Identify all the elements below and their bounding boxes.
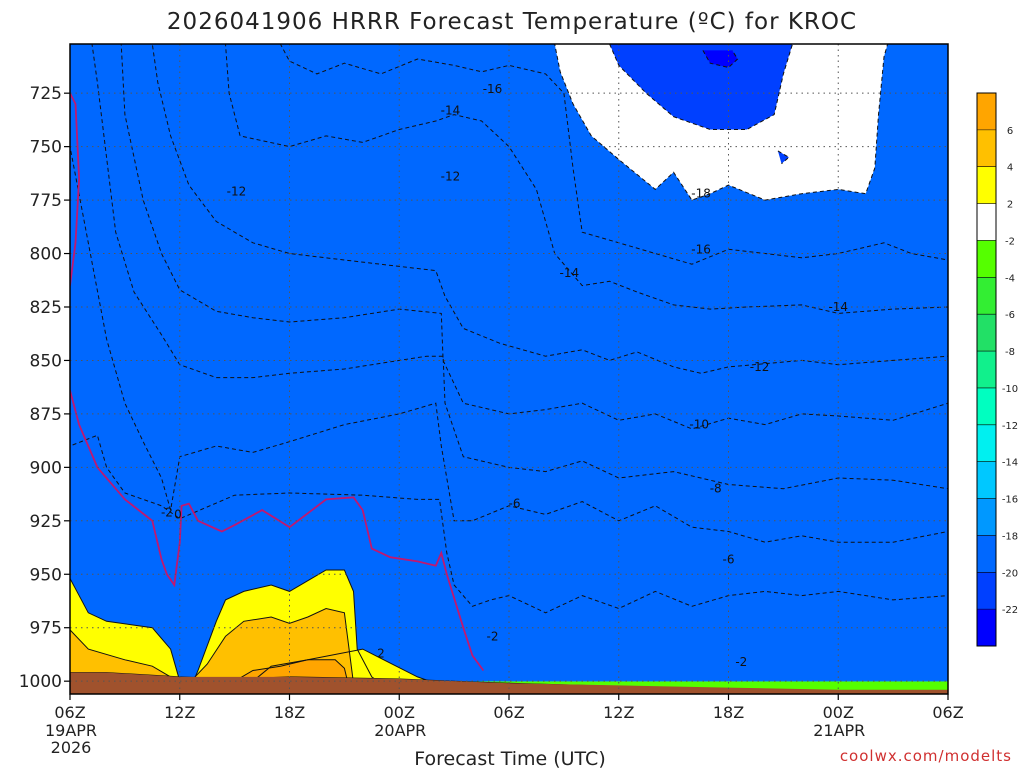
isotherm-m14 xyxy=(70,44,948,682)
contour-label: -16 xyxy=(691,242,711,256)
contour-label: -6 xyxy=(509,497,521,511)
x-tick-date: 21APR xyxy=(813,721,865,740)
x-axis-label: Forecast Time (UTC) xyxy=(414,748,605,768)
colorbar-label: -18 xyxy=(1002,531,1018,542)
zero-isotherm-1 xyxy=(70,390,485,672)
colorbar-frame xyxy=(976,92,997,647)
x-tick-label: 06Z xyxy=(932,703,963,722)
contour-label: -14 xyxy=(828,300,848,314)
contour-label: -14 xyxy=(441,103,461,117)
x-tick-label: 00Z xyxy=(823,703,854,722)
grid xyxy=(70,44,948,694)
colorbar-label: -10 xyxy=(1002,384,1018,395)
colorbar-swatch xyxy=(977,166,996,204)
colorbar-swatch xyxy=(977,387,996,425)
colorbar-swatch xyxy=(977,93,996,130)
colorbar-swatch xyxy=(977,424,996,462)
colorbar-swatch xyxy=(977,498,996,536)
chart-title: 2026041906 HRRR Forecast Temperature (ºC… xyxy=(167,9,857,35)
x-tick-label: 00Z xyxy=(384,703,415,722)
fill-band-m20 xyxy=(777,150,789,164)
colorbar-label: 6 xyxy=(1007,126,1013,137)
colorbar-label: -14 xyxy=(1002,458,1018,469)
contour-label: -2 xyxy=(161,505,173,519)
colorbar-label: 2 xyxy=(1007,200,1013,211)
isotherm-m4 xyxy=(70,434,948,682)
contour-label: 2 xyxy=(377,646,385,660)
y-tick-label: 975 xyxy=(30,619,62,639)
y-tick-label: 725 xyxy=(30,84,62,104)
isotherm-2 xyxy=(192,569,382,684)
colorbar-label: -8 xyxy=(1005,347,1015,358)
x-tick-date: 19APR xyxy=(45,721,97,740)
credit-link[interactable]: coolwx.com/modelts xyxy=(840,747,1012,765)
y-tick-label: 750 xyxy=(30,138,62,158)
axes: 725 750 775 800 825 850 875 900 925 950 975 1000 06Z… xyxy=(19,43,964,757)
contour-label: -8 xyxy=(710,482,722,496)
y-tick-label: 900 xyxy=(30,458,62,478)
contour-label: -18 xyxy=(691,187,711,201)
fill-band-m18 xyxy=(70,44,948,682)
x-tick-date: 20APR xyxy=(374,721,426,740)
y-tick-label: 875 xyxy=(30,405,62,425)
isotherm-m10 xyxy=(70,44,948,682)
fill-band-m20 xyxy=(609,44,793,130)
y-tick-label: 825 xyxy=(30,298,62,318)
x-tick-label: 06Z xyxy=(54,703,85,722)
isotherm-m22 xyxy=(702,50,739,69)
colorbar-label: -16 xyxy=(1002,495,1018,506)
x-tick-date: 2026 xyxy=(51,738,92,757)
x-tick-label: 12Z xyxy=(164,703,195,722)
isotherm-m6 xyxy=(70,146,948,682)
x-tick-label: 18Z xyxy=(274,703,305,722)
x-tick-label: 18Z xyxy=(713,703,744,722)
y-tick-label: 800 xyxy=(30,245,62,265)
plot-area: -2 -2 -6 -6 -8 -10 -12 -12 -12 -14 -14 -14 -16 -16 -18… xyxy=(70,44,948,694)
y-tick-label: 775 xyxy=(30,191,62,211)
y-tick-label: 950 xyxy=(30,565,62,585)
colorbar-swatch xyxy=(977,277,996,315)
colorbar-swatch xyxy=(977,351,996,388)
x-tick-label: 06Z xyxy=(493,703,524,722)
colorbar-swatch xyxy=(977,461,996,499)
colorbar-swatch xyxy=(977,129,996,167)
zero-isotherm-0 xyxy=(70,92,81,286)
isotherm-4 xyxy=(188,607,354,684)
y-tick-label: 1000 xyxy=(19,672,62,692)
contour-label: -2 xyxy=(735,655,747,669)
colorbar-label: -6 xyxy=(1005,310,1015,321)
contour-label: -10 xyxy=(689,418,709,432)
contour-label: -6 xyxy=(723,552,735,566)
contour-label: -12 xyxy=(750,360,770,374)
colorbar-label: 4 xyxy=(1007,163,1013,174)
colorbar-label: -12 xyxy=(1002,421,1018,432)
fill-band-4 xyxy=(70,629,180,684)
colorbar-label: -20 xyxy=(1002,568,1018,579)
contour-label: -2 xyxy=(487,629,499,643)
contour-label: -14 xyxy=(560,266,580,280)
isotherm-m18 xyxy=(70,44,948,682)
contour-label: -12 xyxy=(227,185,247,199)
colorbar-swatch xyxy=(977,572,996,610)
colorbar-swatch xyxy=(977,314,996,352)
colorbar-label: -2 xyxy=(1005,236,1015,247)
contour-label: -16 xyxy=(483,82,503,96)
isotherm-6 xyxy=(230,659,349,684)
isotherm-m16 xyxy=(70,44,948,682)
colorbar-label: -4 xyxy=(1005,273,1015,284)
colorbar-swatch xyxy=(977,535,996,573)
colorbar-swatch xyxy=(977,240,996,278)
isotherm-m20 xyxy=(609,44,793,130)
isotherm-m8 xyxy=(70,44,948,682)
y-tick-label: 850 xyxy=(30,351,62,371)
x-tick-label: 12Z xyxy=(603,703,634,722)
y-tick-label: 925 xyxy=(30,512,62,532)
contour-label: -12 xyxy=(441,170,461,184)
colorbar-swatch xyxy=(977,203,996,241)
contour-label: 0 xyxy=(174,507,182,521)
colorbar: 6 4 2 -2 -4 -6 -8 -10 -12 -14 -16 -18 -20 -22 xyxy=(976,92,1018,647)
colorbar-label: -22 xyxy=(1002,605,1018,616)
colorbar-swatch xyxy=(977,609,996,646)
